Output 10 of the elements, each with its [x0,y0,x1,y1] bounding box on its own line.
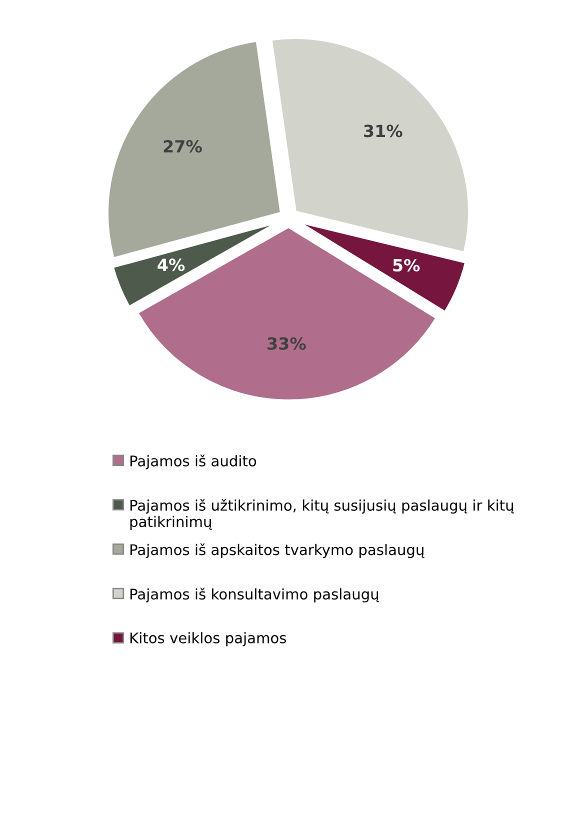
legend-label: Pajamos iš užtikrinimo, kitų susijusių paslaugų ir kitų patikrinimų [130,498,514,530]
data-label: 31% [364,124,402,138]
data-label: 4% [158,258,185,272]
data-label: 5% [393,258,420,272]
legend-label: Pajamos iš apskaitos tvarkymo paslaugų [130,543,424,558]
data-label: 33% [268,337,306,350]
legend-label: Pajamos iš konsultavimo paslaugų [130,588,380,602]
data-label: 27% [164,140,202,153]
legend-label: Pajamos iš audito [130,454,256,470]
legend-label: Kitos veiklos pajamos [130,632,286,646]
